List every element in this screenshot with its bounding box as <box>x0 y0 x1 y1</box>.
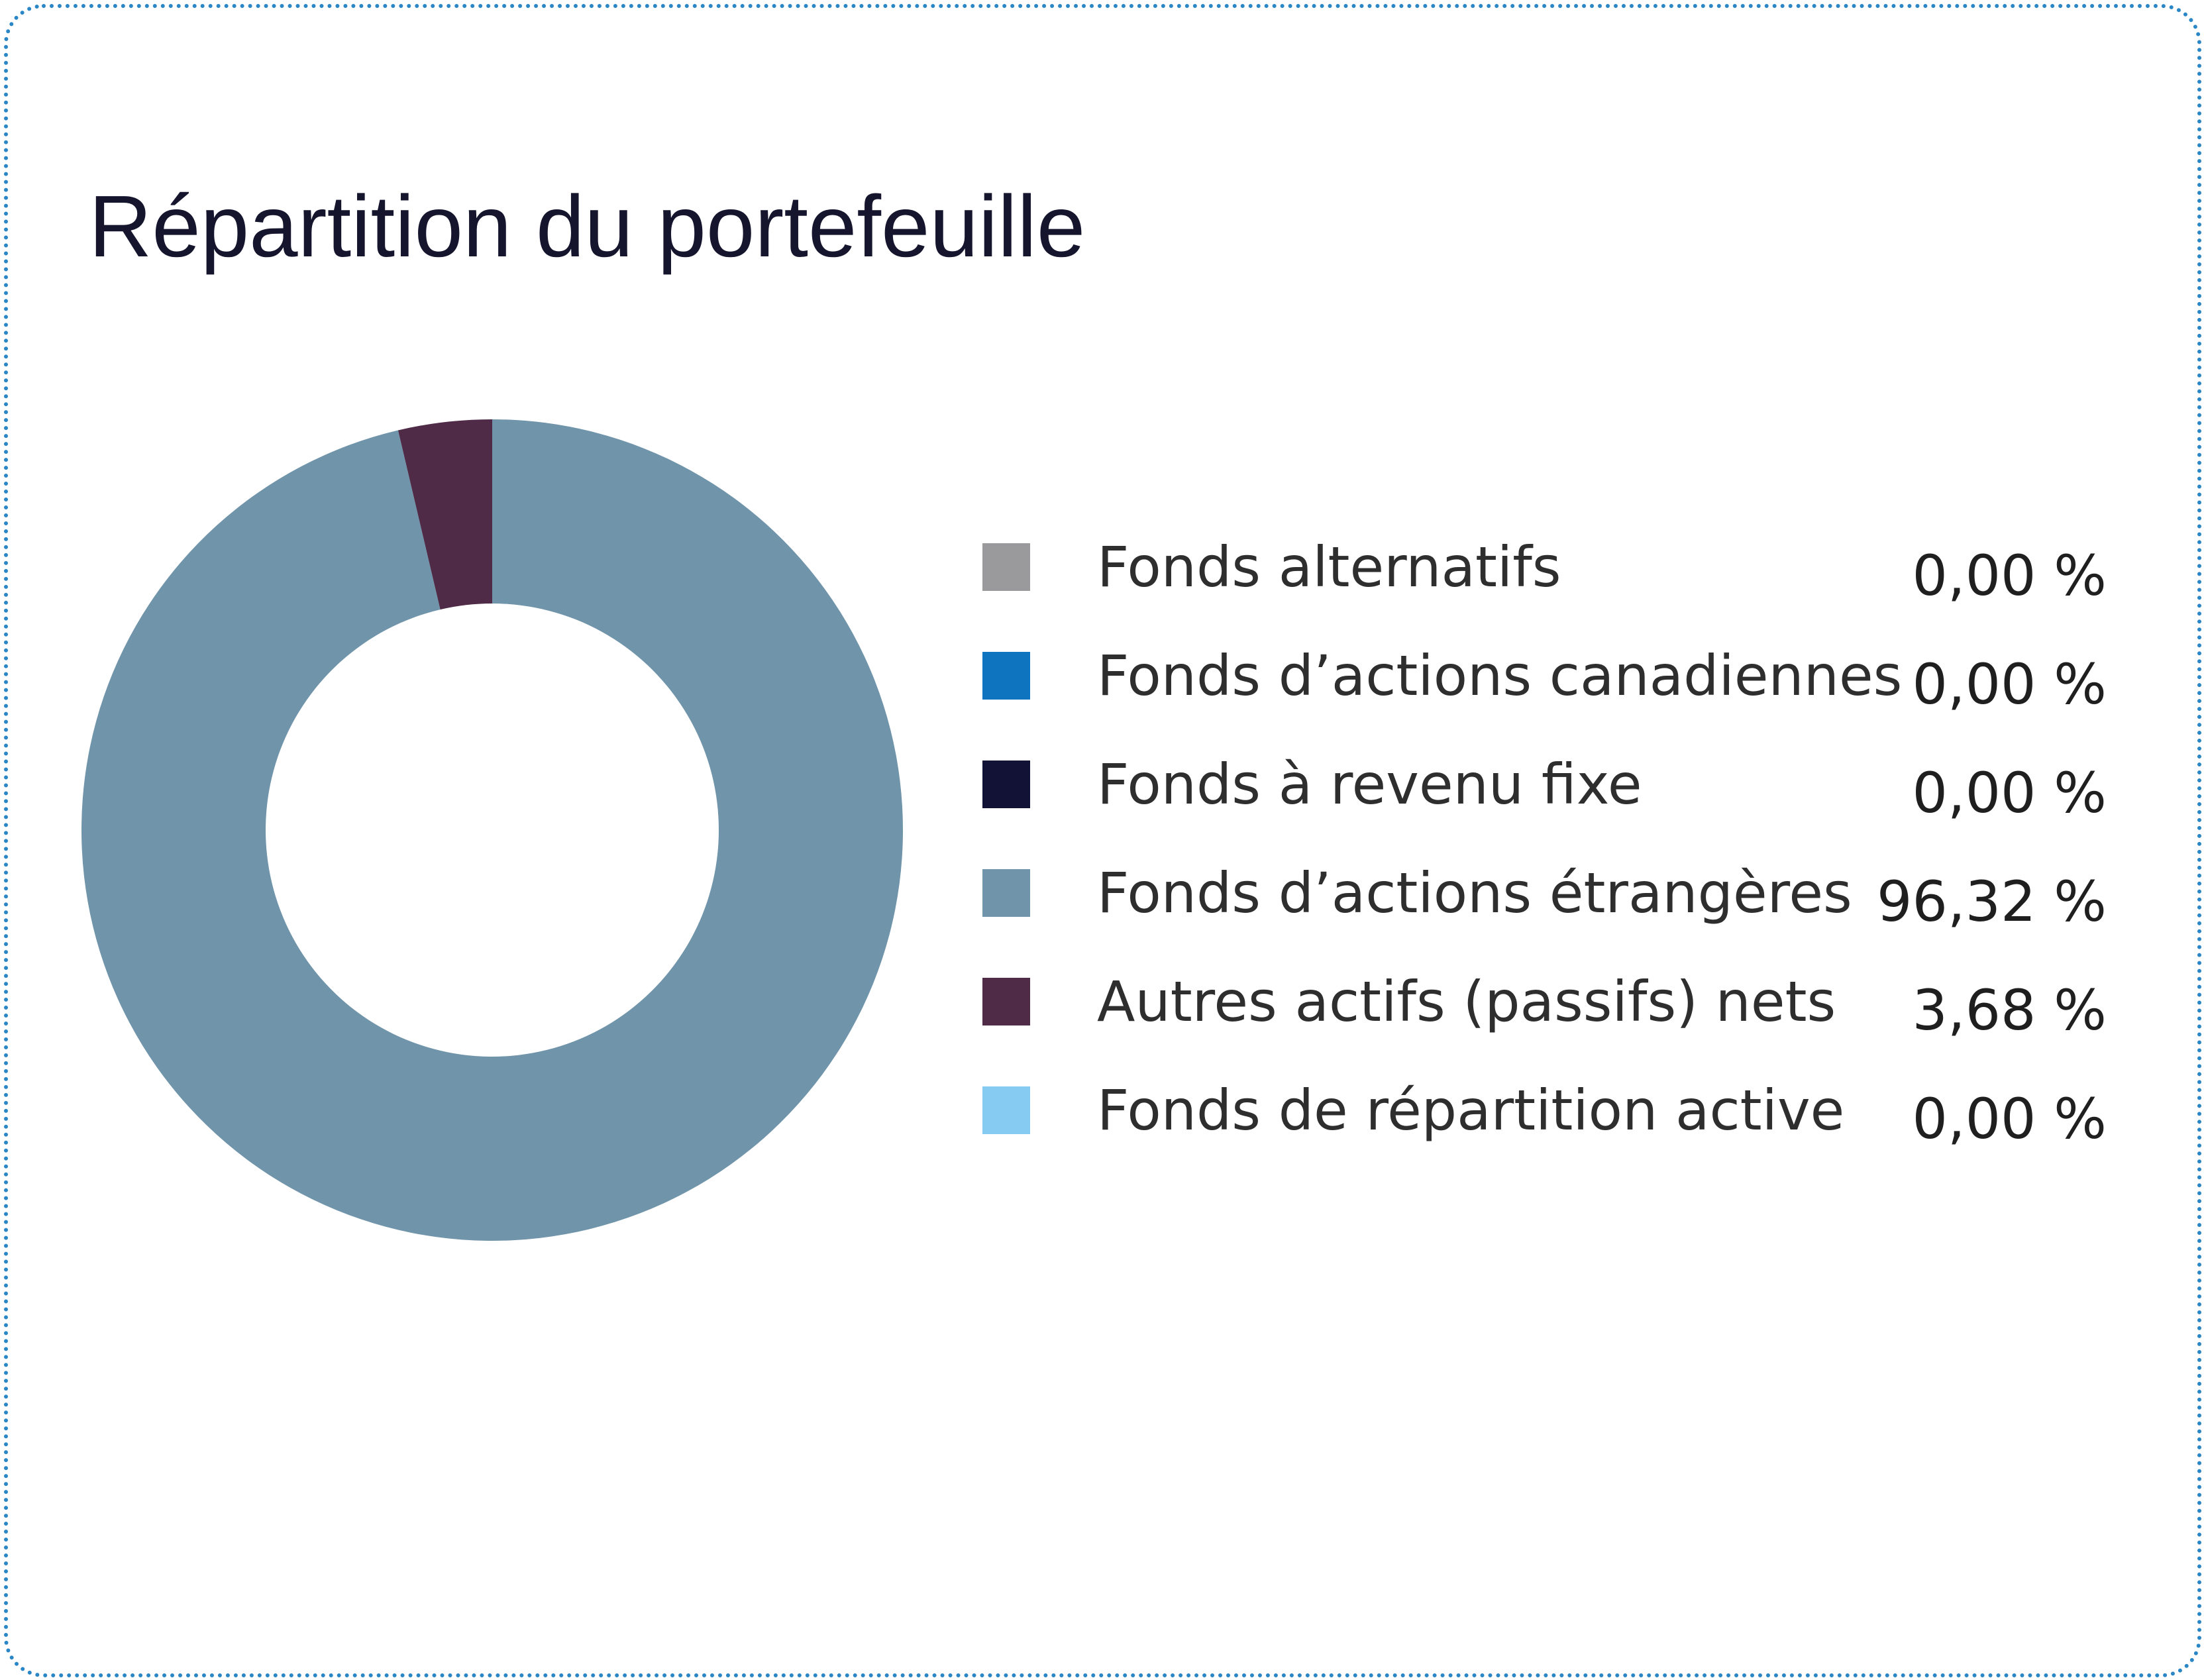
chart-title: Répartition du portefeuille <box>89 178 1086 275</box>
legend-value-5: 0,00 % <box>1912 1086 2107 1151</box>
legend-value-2: 0,00 % <box>1912 761 2107 825</box>
legend-swatch-1 <box>982 652 1030 700</box>
legend-swatch-3 <box>982 869 1030 917</box>
legend-label-5: Fonds de répartition active <box>1097 1078 1844 1143</box>
legend-value-1: 0,00 % <box>1912 652 2107 717</box>
legend-label-2: Fonds à revenu fixe <box>1097 752 1642 817</box>
donut-slice-3 <box>81 419 904 1241</box>
legend-swatch-0 <box>982 543 1030 591</box>
legend-value-3: 96,32 % <box>1877 869 2107 934</box>
legend-value-4: 3,68 % <box>1912 978 2107 1043</box>
legend-label-1: Fonds d’actions canadiennes <box>1097 643 1902 708</box>
legend-swatch-2 <box>982 761 1030 808</box>
chart-card <box>4 4 2201 1677</box>
legend-label-0: Fonds alternatifs <box>1097 535 1561 600</box>
legend-label-4: Autres actifs (passifs) nets <box>1097 969 1836 1034</box>
legend-swatch-4 <box>982 978 1030 1025</box>
legend-swatch-5 <box>982 1086 1030 1134</box>
legend-label-3: Fonds d’actions étrangères <box>1097 861 1852 925</box>
legend-value-0: 0,00 % <box>1912 543 2107 608</box>
donut-slice-4 <box>397 419 492 610</box>
donut-slices <box>81 419 904 1241</box>
chart-legend: Fonds alternatifs 0,00 %Fonds d’actions c… <box>982 535 2107 1151</box>
